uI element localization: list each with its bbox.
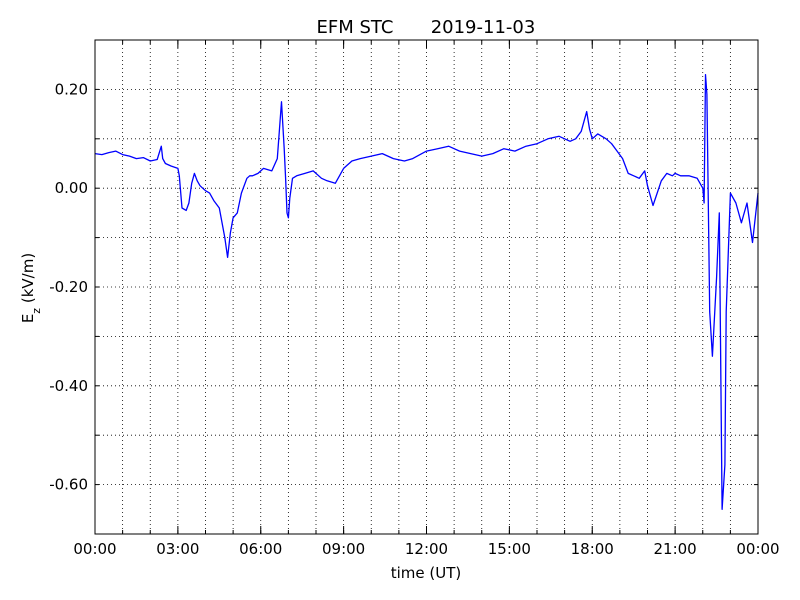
y-tick-label: -0.20	[49, 278, 88, 296]
x-tick-label: 12:00	[405, 540, 448, 558]
x-tick-label: 18:00	[571, 540, 614, 558]
y-tick-label: 0.00	[55, 179, 88, 197]
x-tick-label: 06:00	[239, 540, 282, 558]
x-tick-label: 00:00	[73, 540, 116, 558]
y-axis-label-sub: z	[30, 308, 43, 314]
x-axis-label: time (UT)	[391, 564, 462, 582]
y-tick-label: -0.60	[49, 476, 88, 494]
plot-frame	[94, 39, 759, 535]
y-tick-label: 0.20	[55, 80, 88, 98]
chart-title-text: EFM STC	[317, 17, 394, 38]
y-axis-label-rest: (kV/m)	[19, 253, 37, 308]
series-group	[94, 73, 759, 510]
tick-marks	[94, 40, 759, 534]
y-axis-label-base: E	[19, 314, 37, 323]
x-tick-label: 09:00	[322, 540, 365, 558]
x-tick-label: 00:00	[736, 540, 779, 558]
grid-lines	[95, 40, 758, 534]
y-axis-label: Ez (kV/m)	[19, 253, 43, 323]
x-tick-label: 15:00	[488, 540, 531, 558]
x-tick-labels: 00:00 03:00 06:00 09:00 12:00 15:00 18:00 21:00…	[73, 540, 779, 558]
y-tick-labels: 0.20 0.00 -0.20 -0.40 -0.60	[49, 80, 88, 493]
x-tick-label: 21:00	[654, 540, 697, 558]
x-tick-label: 03:00	[156, 540, 199, 558]
series-line-ez	[94, 73, 759, 510]
chart-date-text: 2019-11-03	[431, 17, 536, 38]
chart-title: EFM STC 2019-11-03	[317, 17, 536, 38]
y-tick-label: -0.40	[49, 377, 88, 395]
